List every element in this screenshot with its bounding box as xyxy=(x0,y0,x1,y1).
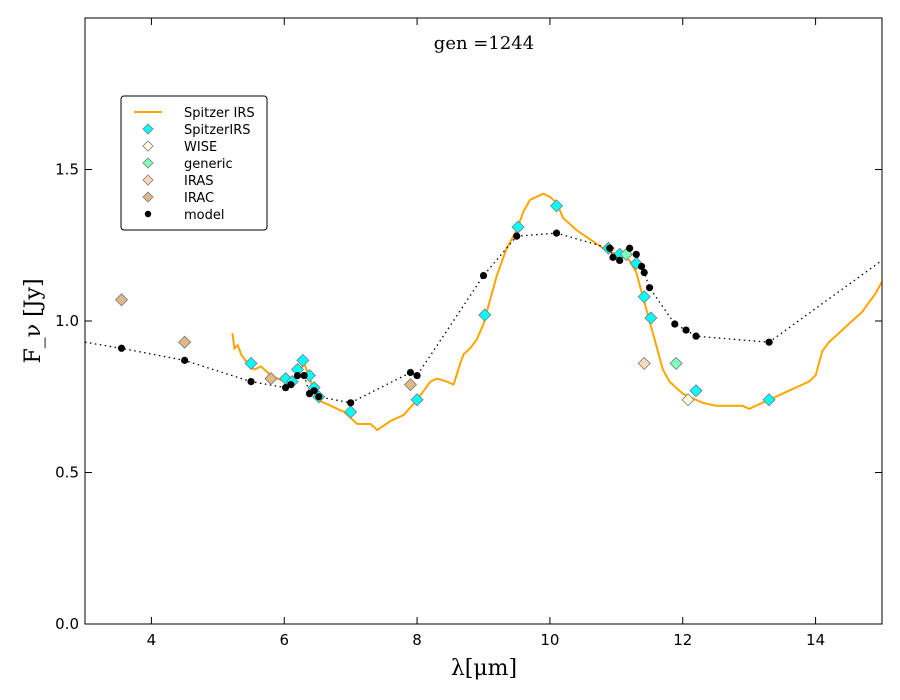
plot-area xyxy=(85,192,882,432)
model-point xyxy=(765,338,773,346)
model-point xyxy=(406,368,415,377)
legend-swatch-diamond xyxy=(142,157,154,169)
spitzerirs-point xyxy=(762,393,776,407)
x-tick-label: 12 xyxy=(673,631,692,649)
legend-label: Spitzer IRS xyxy=(184,106,255,121)
model-point xyxy=(609,253,617,261)
legend-swatch-diamond xyxy=(142,140,154,152)
spitzerirs-point xyxy=(637,290,651,304)
x-tick-label: 6 xyxy=(279,631,289,649)
legend-swatch-diamond xyxy=(142,123,154,135)
irac-point xyxy=(403,378,418,392)
y-tick-label: 1.0 xyxy=(55,312,79,330)
legend-item-spitzer-irs: Spitzer IRS xyxy=(134,106,255,121)
irac-point xyxy=(264,372,278,386)
x-tick-label: 4 xyxy=(147,631,157,649)
model-point xyxy=(671,320,679,328)
model-point xyxy=(640,268,648,277)
legend-label: WISE xyxy=(184,140,217,155)
model-point xyxy=(181,356,189,364)
legend-swatch-diamond xyxy=(142,174,154,186)
x-axis-label: λ[μm] xyxy=(451,656,517,681)
model-point xyxy=(315,393,323,401)
legend-items: Spitzer IRS SpitzerIRS WISE generic IRAS IRAC… xyxy=(134,106,255,223)
model-point xyxy=(606,244,614,252)
model-point xyxy=(347,399,355,407)
legend-item-spitzerirs: SpitzerIRS xyxy=(142,123,251,138)
model-point xyxy=(117,344,126,352)
spitzerirs-point xyxy=(410,393,424,407)
spitzerirs-point xyxy=(644,311,658,325)
model-point xyxy=(552,229,561,237)
spitzer-irs-series-line xyxy=(231,192,882,432)
legend-label: model xyxy=(184,208,224,223)
model-point xyxy=(626,244,634,252)
legend-swatch-diamond xyxy=(142,191,154,203)
model-point xyxy=(413,371,421,380)
plot-clip-group xyxy=(85,192,882,432)
y-axis-label: F_ν [Jy] xyxy=(21,278,46,363)
generic-point xyxy=(669,356,683,370)
spitzerirs-point xyxy=(296,353,310,367)
model-point xyxy=(247,378,255,386)
spitzerirs-point xyxy=(478,308,492,322)
legend-item-wise: WISE xyxy=(142,140,217,155)
wise-point xyxy=(681,393,695,407)
legend-swatch-dot xyxy=(144,210,152,218)
model-point xyxy=(682,326,690,334)
axis-ticks: 4 6 8 10 12 14 0.0 0.5 1.0 1.5 xyxy=(55,18,882,649)
y-tick-label: 1.5 xyxy=(55,161,79,179)
x-tick-label: 8 xyxy=(412,631,422,649)
model-point xyxy=(632,250,640,258)
irac-point xyxy=(178,335,192,349)
spitzerirs-point xyxy=(689,384,703,398)
axes-frame xyxy=(84,17,883,625)
y-tick-label: 0.0 xyxy=(55,615,79,633)
legend-box xyxy=(120,95,268,231)
model-point xyxy=(281,384,290,392)
legend: Spitzer IRS SpitzerIRS WISE generic IRAS IRAC… xyxy=(120,95,268,231)
model-point xyxy=(300,371,308,380)
spitzerirs-point xyxy=(549,199,564,213)
chart-title: gen =1244 xyxy=(434,33,534,54)
model-point xyxy=(287,381,295,389)
legend-label: IRAC xyxy=(184,191,214,206)
legend-item-model: model xyxy=(144,208,224,223)
x-tick-label: 10 xyxy=(540,631,559,649)
legend-item-irac: IRAC xyxy=(142,191,214,206)
legend-item-iras: IRAS xyxy=(142,174,214,189)
model-point xyxy=(637,262,646,271)
model-point xyxy=(645,284,654,292)
spitzerirs-point xyxy=(244,356,258,370)
x-tick-label: 14 xyxy=(806,631,825,649)
iras-point xyxy=(637,356,651,370)
legend-label: IRAS xyxy=(184,174,214,189)
model-point xyxy=(616,256,624,264)
y-tick-label: 0.5 xyxy=(55,464,79,482)
spitzerirs-point xyxy=(344,405,358,419)
legend-label: SpitzerIRS xyxy=(184,123,251,138)
irac-point xyxy=(114,293,129,307)
model-point xyxy=(692,332,700,340)
legend-label: generic xyxy=(184,157,233,172)
legend-item-generic: generic xyxy=(142,157,233,172)
model-point xyxy=(479,271,488,280)
model-point xyxy=(513,232,521,240)
model-point xyxy=(293,371,302,380)
model-point xyxy=(310,387,318,395)
